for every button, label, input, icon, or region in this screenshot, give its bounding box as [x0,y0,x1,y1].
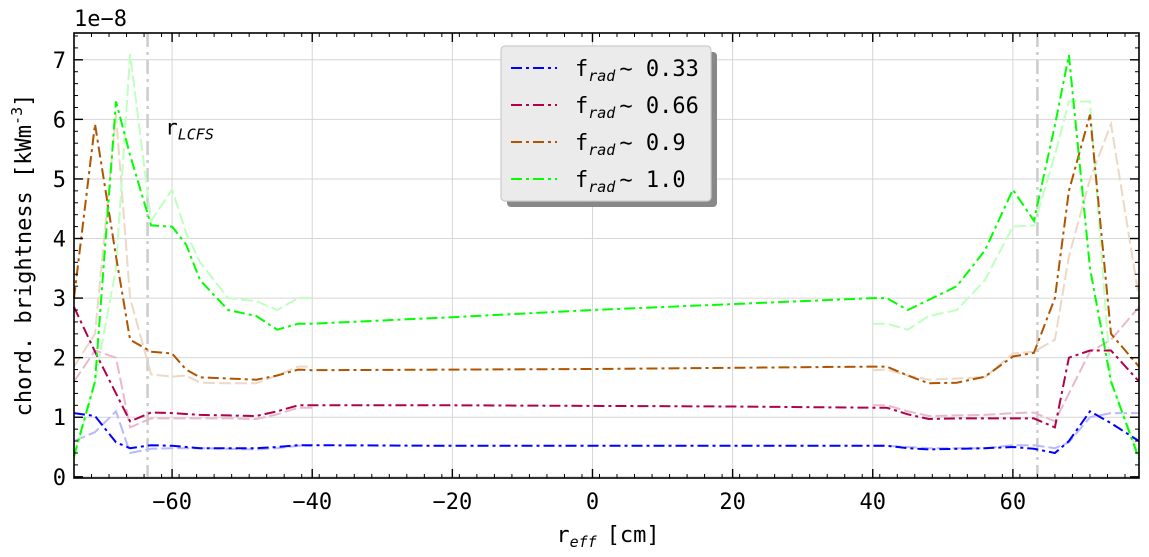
y-tick-label: 2 [53,347,66,372]
y-axis-label-sup: -3 [8,107,26,125]
y-axis-label-end: ] [12,94,37,107]
legend-label-sub: rad [588,67,616,85]
x-axis-label: reff [cm] [556,523,659,551]
mirrored-series-line [872,412,1139,450]
lcfs-label-main: r [165,115,178,139]
x-tick-label: 40 [860,490,887,515]
axes-frame [73,32,1140,479]
legend-label: frad ∼ 1.0 [575,168,686,196]
x-tick-label: −20 [432,490,472,515]
series-line [73,409,1140,455]
legend-box [500,45,712,202]
lcfs-label-sub: LCFS [178,125,214,143]
y-tick-label: 3 [53,287,66,312]
x-tick-label: 60 [1000,490,1027,515]
legend-label-sub: rad [588,104,616,122]
y-tick-label: 7 [53,49,66,74]
plot-frame [73,32,1140,479]
series-group [73,54,1140,460]
x-axis-label-main: r [556,523,569,548]
lcfs-label: rLCFS [165,115,214,143]
legend-label-main: f [575,57,588,82]
legend-label: frad ∼ 0.9 [575,131,686,159]
y-offset-label: 1e−8 [74,7,127,32]
x-axis-label-unit: [cm] [607,523,660,548]
legend-label: frad ∼ 0.66 [575,94,699,122]
series-line [73,54,1140,460]
legend-label-value: ∼ 1.0 [619,168,685,193]
legend-label-value: ∼ 0.9 [619,131,685,156]
y-axis-label-main: chord. brightness [kWm [12,125,37,416]
mirrored-series-line [73,53,313,460]
legend-label-main: f [575,131,588,156]
x-axis-label-sub: eff [570,533,598,551]
legend-label: frad ∼ 0.33 [575,57,699,85]
x-tick-label: 20 [719,490,746,515]
y-tick-label: 4 [53,228,66,253]
y-axis-label: chord. brightness [kWm-3] [8,94,37,417]
lcfs-markers [146,33,1039,478]
x-tick-label: −40 [292,490,332,515]
mirrored-series-line [73,409,313,455]
y-tick-label: 1 [53,406,66,431]
x-tick-label: −60 [152,490,192,515]
legend-label-value: ∼ 0.33 [619,57,698,82]
series-line [73,306,1140,429]
x-tick-label: 0 [586,490,599,515]
mirrored-series-line [872,120,1140,381]
y-tick-label: 6 [53,108,66,133]
mirrored-series-line [872,306,1140,423]
legend-label-sub: rad [588,141,616,159]
y-tick-label: 0 [53,466,66,491]
mirrored-series-line [872,100,1140,457]
legend-label-main: f [575,94,588,119]
legend-label-main: f [575,168,588,193]
y-tick-label: 5 [53,168,66,193]
legend-label-sub: rad [588,178,616,196]
tick-group: −60 −40 −20 0 20 40 60 0 1 2 3 4 5 6 7 [53,33,1139,515]
mirrored-series-line [73,349,313,429]
legend-label-value: ∼ 0.66 [619,94,698,119]
